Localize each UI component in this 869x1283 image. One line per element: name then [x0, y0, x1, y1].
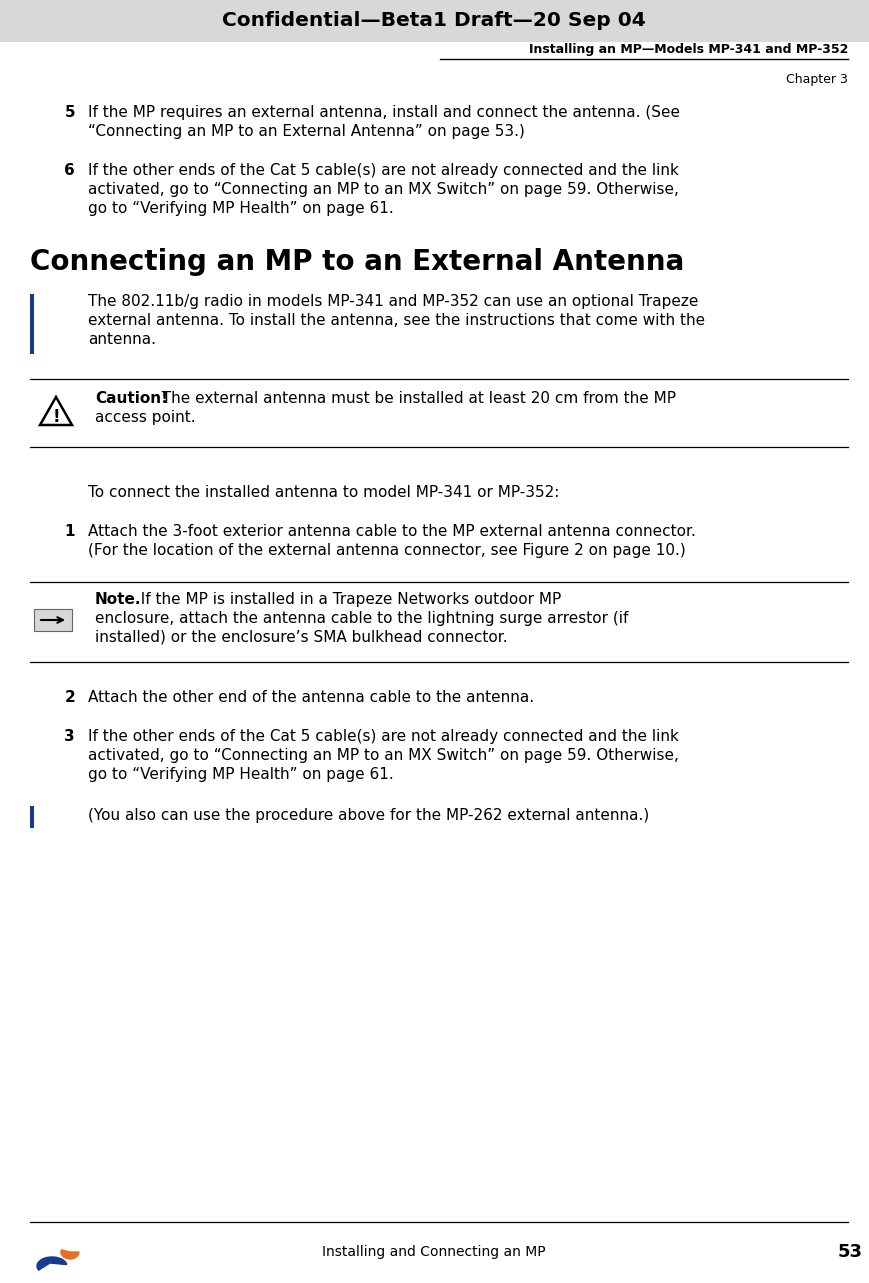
Text: installed) or the enclosure’s SMA bulkhead connector.: installed) or the enclosure’s SMA bulkhe… — [95, 630, 507, 645]
FancyBboxPatch shape — [0, 0, 869, 42]
Text: 53: 53 — [838, 1243, 863, 1261]
Text: external antenna. To install the antenna, see the instructions that come with th: external antenna. To install the antenna… — [88, 313, 705, 328]
FancyBboxPatch shape — [30, 294, 34, 354]
Text: Caution!: Caution! — [95, 391, 168, 405]
Text: go to “Verifying MP Health” on page 61.: go to “Verifying MP Health” on page 61. — [88, 767, 394, 783]
Text: To connect the installed antenna to model MP-341 or MP-352:: To connect the installed antenna to mode… — [88, 485, 560, 500]
Text: Confidential—Beta1 Draft—20 Sep 04: Confidential—Beta1 Draft—20 Sep 04 — [222, 12, 646, 31]
Text: If the other ends of the Cat 5 cable(s) are not already connected and the link: If the other ends of the Cat 5 cable(s) … — [88, 729, 679, 744]
Text: 5: 5 — [64, 105, 75, 121]
Text: go to “Verifying MP Health” on page 61.: go to “Verifying MP Health” on page 61. — [88, 201, 394, 216]
Text: If the other ends of the Cat 5 cable(s) are not already connected and the link: If the other ends of the Cat 5 cable(s) … — [88, 163, 679, 178]
Text: !: ! — [52, 408, 60, 426]
Text: “Connecting an MP to an External Antenna” on page 53.): “Connecting an MP to an External Antenna… — [88, 124, 525, 139]
Text: 3: 3 — [64, 729, 75, 744]
Text: The external antenna must be installed at least 20 cm from the MP: The external antenna must be installed a… — [152, 391, 676, 405]
Text: access point.: access point. — [95, 411, 196, 425]
Text: Installing and Connecting an MP: Installing and Connecting an MP — [322, 1245, 546, 1259]
Text: activated, go to “Connecting an MP to an MX Switch” on page 59. Otherwise,: activated, go to “Connecting an MP to an… — [88, 182, 679, 198]
Text: (For the location of the external antenna connector, see Figure 2 on page 10.): (For the location of the external antenn… — [88, 543, 686, 558]
Text: antenna.: antenna. — [88, 332, 156, 346]
Text: Chapter 3: Chapter 3 — [786, 73, 848, 86]
Text: (You also can use the procedure above for the MP-262 external antenna.): (You also can use the procedure above fo… — [88, 808, 649, 822]
Text: If the MP is installed in a Trapeze Networks outdoor MP: If the MP is installed in a Trapeze Netw… — [131, 591, 561, 607]
Text: Connecting an MP to an External Antenna: Connecting an MP to an External Antenna — [30, 248, 684, 276]
Polygon shape — [37, 1257, 67, 1270]
Text: If the MP requires an external antenna, install and connect the antenna. (See: If the MP requires an external antenna, … — [88, 105, 680, 121]
Text: Note.: Note. — [95, 591, 142, 607]
FancyBboxPatch shape — [34, 609, 72, 631]
FancyBboxPatch shape — [30, 806, 34, 828]
Text: enclosure, attach the antenna cable to the lightning surge arrestor (if: enclosure, attach the antenna cable to t… — [95, 611, 628, 626]
Text: 6: 6 — [64, 163, 75, 178]
Text: activated, go to “Connecting an MP to an MX Switch” on page 59. Otherwise,: activated, go to “Connecting an MP to an… — [88, 748, 679, 763]
Text: 2: 2 — [64, 690, 75, 704]
Text: Attach the 3-foot exterior antenna cable to the MP external antenna connector.: Attach the 3-foot exterior antenna cable… — [88, 523, 696, 539]
Text: 1: 1 — [64, 523, 75, 539]
Text: The 802.11b/g radio in models MP-341 and MP-352 can use an optional Trapeze: The 802.11b/g radio in models MP-341 and… — [88, 294, 699, 309]
Polygon shape — [61, 1250, 79, 1259]
Text: Attach the other end of the antenna cable to the antenna.: Attach the other end of the antenna cabl… — [88, 690, 534, 704]
Text: Installing an MP—Models MP-341 and MP-352: Installing an MP—Models MP-341 and MP-35… — [528, 44, 848, 56]
